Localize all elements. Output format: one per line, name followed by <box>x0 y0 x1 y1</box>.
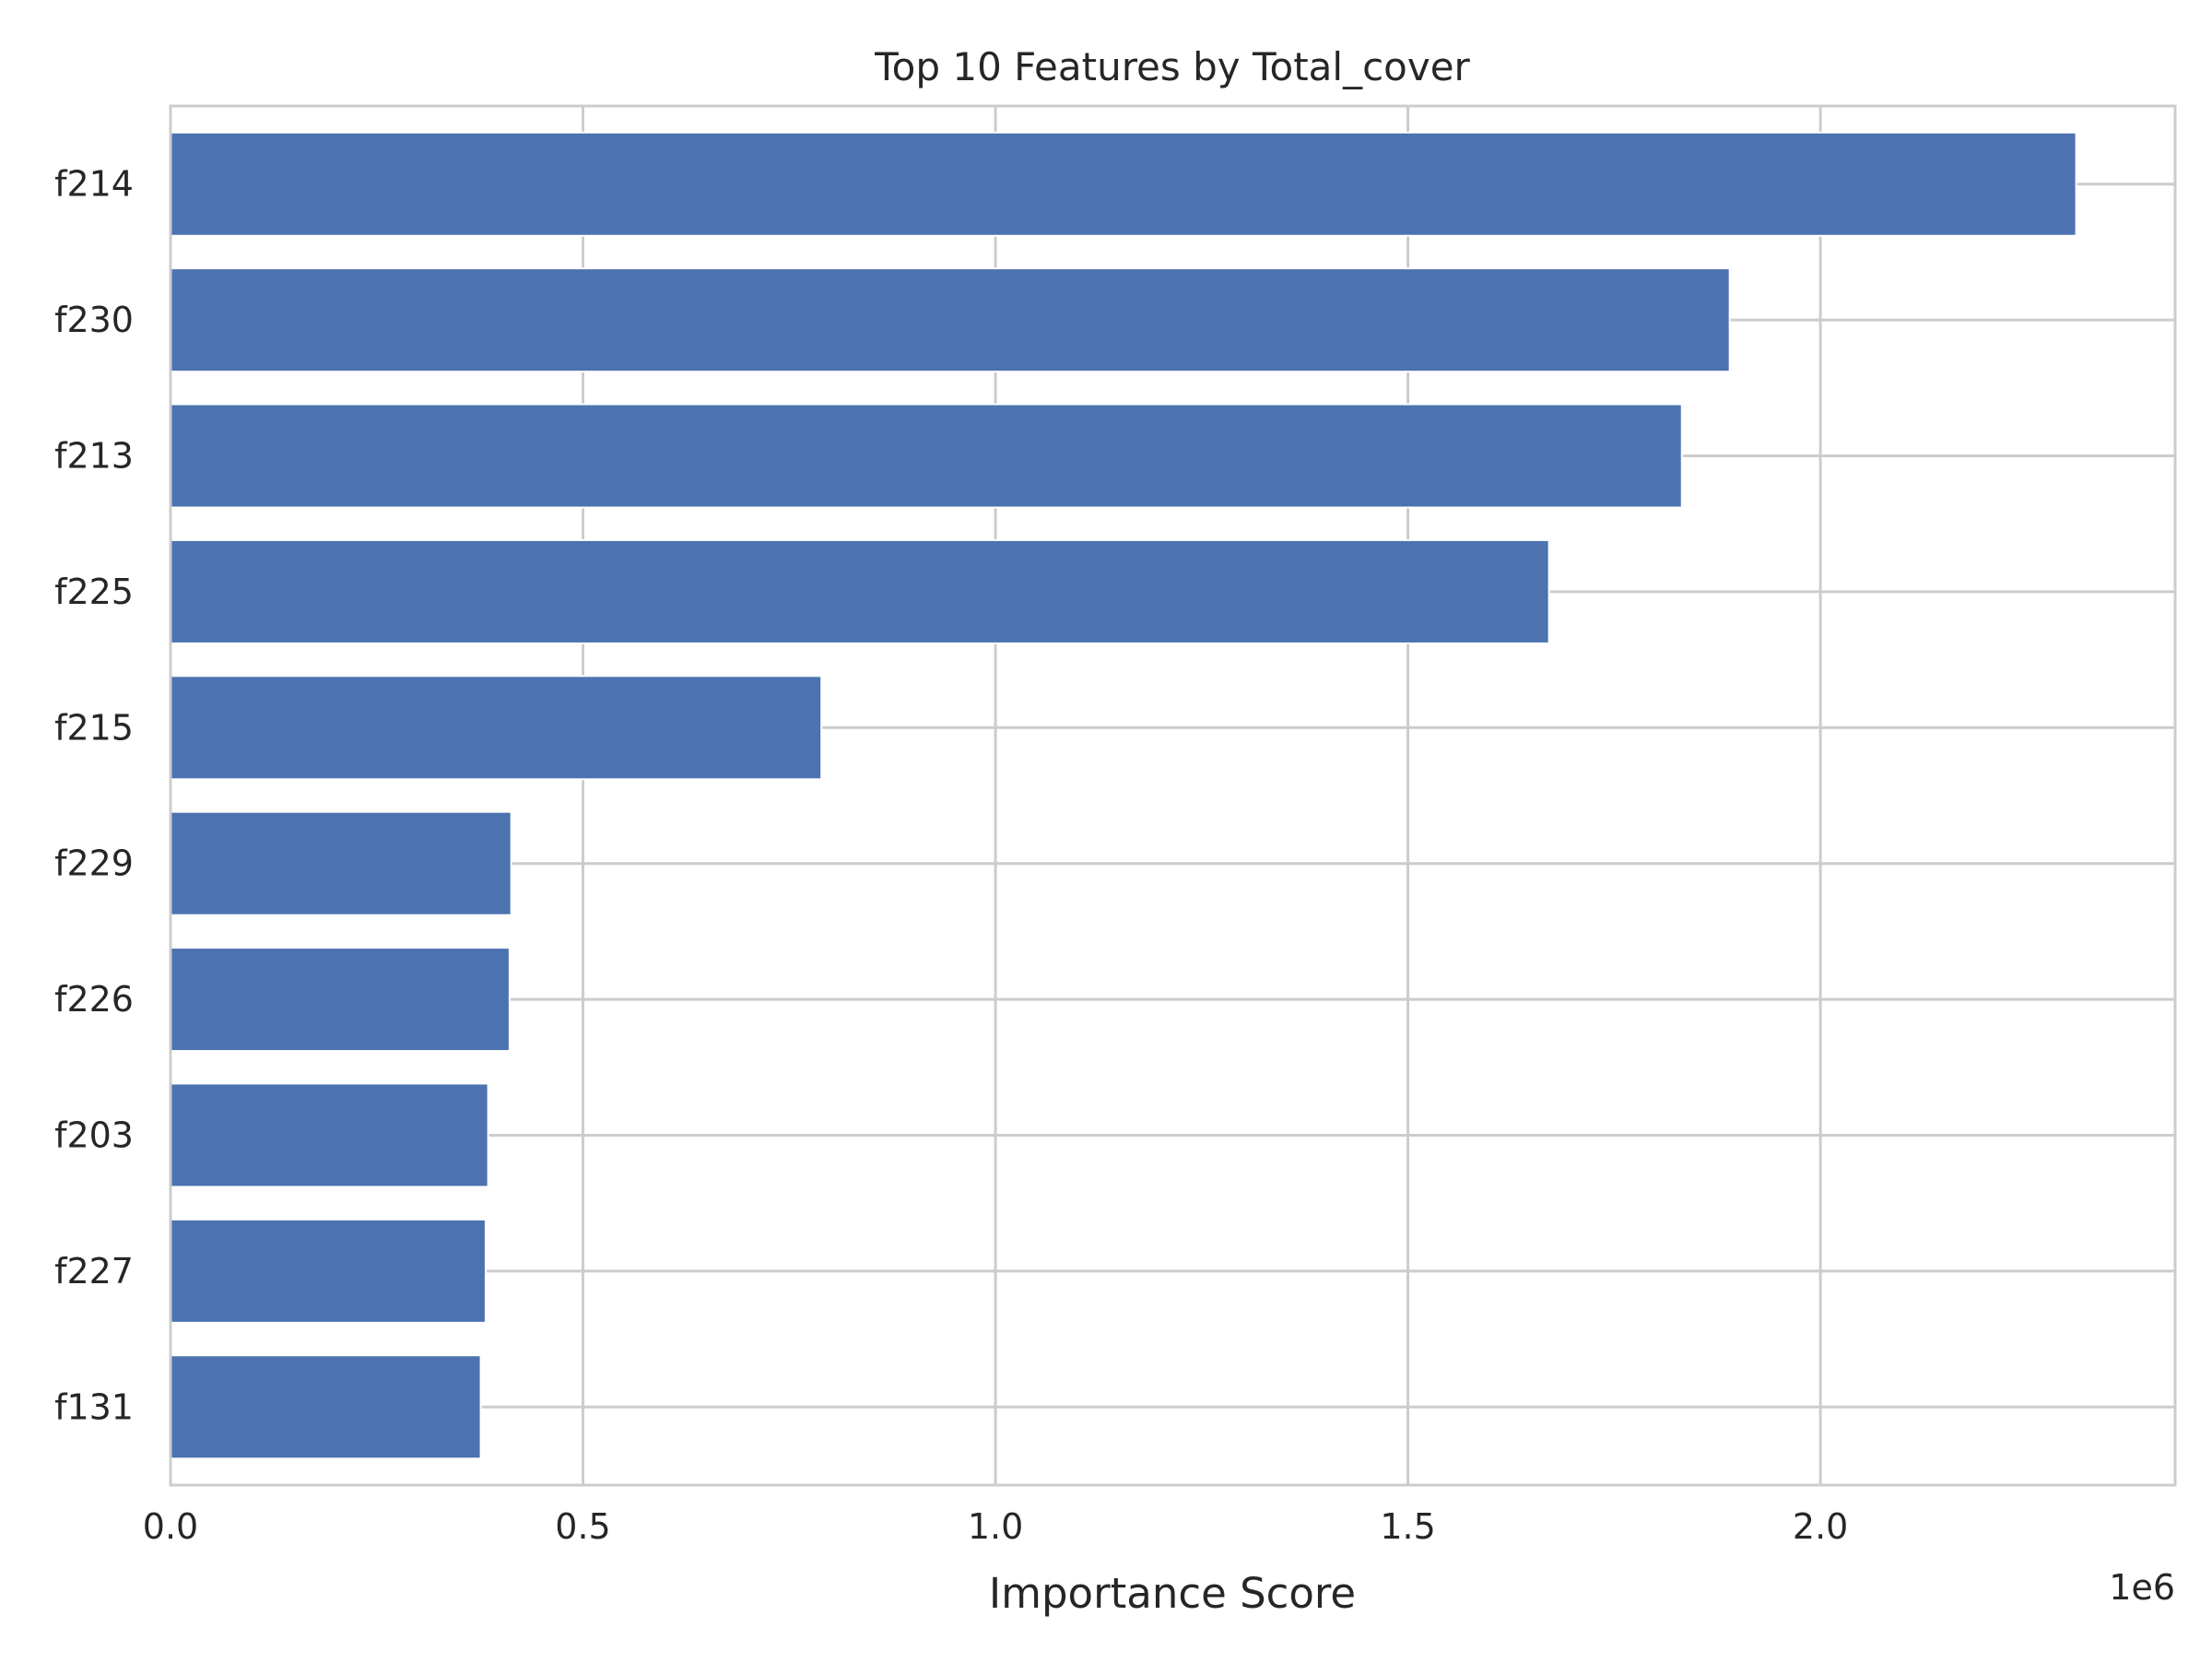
bar-f215 <box>170 675 823 781</box>
bar-f225 <box>170 538 1550 644</box>
bar-f227 <box>170 1218 487 1324</box>
bar-f230 <box>170 267 1731 373</box>
x-axis-offset-label: 1e6 <box>2109 1567 2175 1608</box>
x-tick-labels: 0.0 0.5 1.0 1.5 2.0 <box>143 1506 1849 1547</box>
y-tick-label: f230 <box>54 300 134 340</box>
bar-f226 <box>170 947 511 1053</box>
bar-f214 <box>170 131 2077 237</box>
axes-frame <box>169 104 2177 1487</box>
bars <box>170 131 2077 1460</box>
y-tick-label: f229 <box>54 843 134 884</box>
x-tick-label: 0.0 <box>143 1506 198 1547</box>
bar-f203 <box>170 1082 489 1188</box>
y-tick-label: f203 <box>54 1115 134 1155</box>
y-tick-labels: f214 f230 f213 f225 f215 f229 f226 f203 f227 f131 <box>54 164 134 1428</box>
y-tick-label: f131 <box>54 1386 134 1427</box>
chart-title: Top 10 Features by Total_cover <box>874 44 1470 89</box>
x-tick-label: 1.0 <box>968 1506 1023 1547</box>
x-tick-label: 1.5 <box>1380 1506 1435 1547</box>
bar-f229 <box>170 810 512 916</box>
y-tick-label: f214 <box>54 164 134 205</box>
x-axis-label: Importance Score <box>989 1569 1356 1618</box>
y-tick-label: f227 <box>54 1251 134 1291</box>
y-tick-label: f215 <box>54 707 134 748</box>
y-tick-label: f225 <box>54 572 134 612</box>
y-tick-label: f213 <box>54 436 134 477</box>
bar-f131 <box>170 1354 482 1460</box>
bar-f213 <box>170 403 1683 509</box>
x-tick-label: 0.5 <box>555 1506 610 1547</box>
x-tick-label: 2.0 <box>1793 1506 1848 1547</box>
y-tick-label: f226 <box>54 979 134 1020</box>
